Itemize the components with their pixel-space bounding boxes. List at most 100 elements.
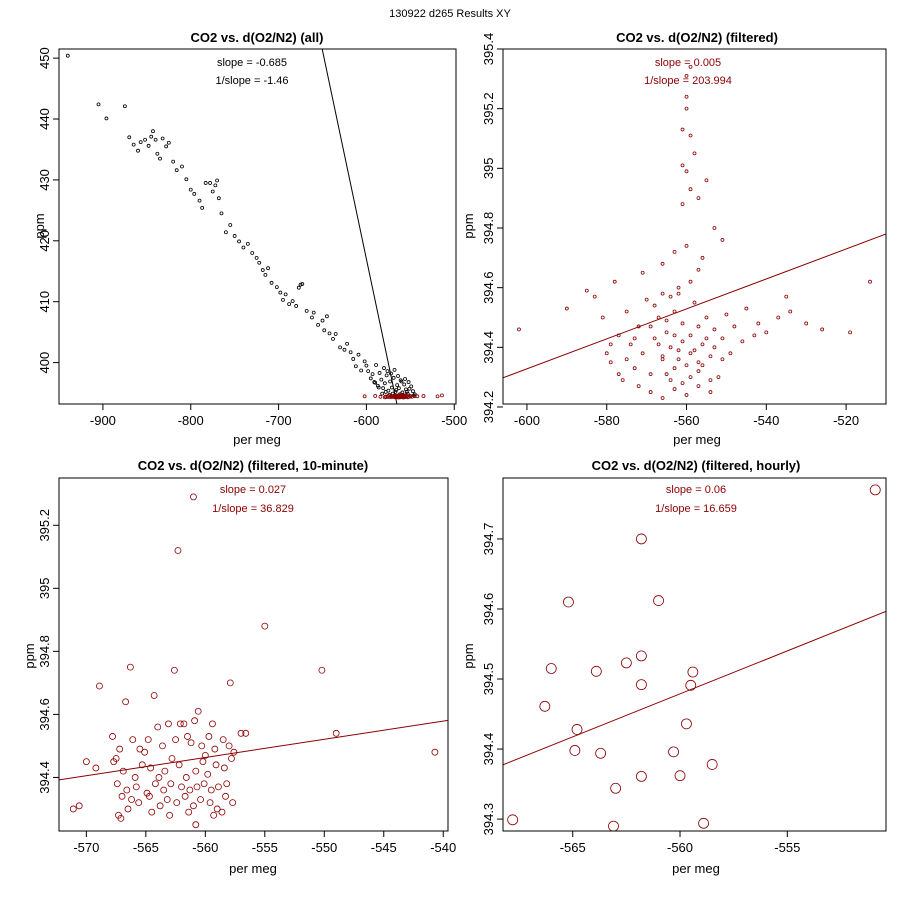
data-point-filtered-0-103 bbox=[720, 357, 725, 362]
data-point-hourly-0-0 bbox=[869, 484, 881, 496]
data-point-10-minute-0-81 bbox=[206, 799, 214, 807]
data-point-filtered-0-88 bbox=[616, 372, 621, 377]
data-point-all-0-53 bbox=[296, 285, 301, 290]
data-point-all-0-91 bbox=[393, 389, 398, 394]
data-point-all-0-58 bbox=[311, 310, 316, 315]
data-point-all-0-49 bbox=[283, 292, 288, 297]
data-point-10-minute-0-84 bbox=[229, 799, 237, 807]
data-point-filtered-0-8 bbox=[616, 333, 621, 338]
y-tick-label-10-minute-1: 394.6 bbox=[37, 698, 52, 731]
data-point-filtered-0-46 bbox=[804, 321, 809, 326]
data-point-10-minute-0-78 bbox=[181, 792, 189, 800]
data-point-hourly-0-8 bbox=[687, 666, 699, 678]
data-point-10-minute-0-4 bbox=[170, 666, 178, 674]
data-point-all-0-60 bbox=[320, 318, 325, 323]
data-point-filtered-0-38 bbox=[740, 339, 745, 344]
x-tick-label-10-minute-3: -555 bbox=[252, 840, 278, 855]
y-tick-label-filtered-4: 395 bbox=[481, 157, 496, 179]
data-point-all-0-37 bbox=[241, 245, 246, 250]
data-point-10-minute-0-9 bbox=[150, 692, 158, 699]
y-tick-label-all-3: 430 bbox=[37, 169, 52, 191]
data-point-all-0-0 bbox=[65, 53, 70, 58]
slope-label-10-minute: slope = 0.027 bbox=[220, 484, 286, 496]
data-point-filtered-0-77 bbox=[684, 73, 689, 78]
data-point-filtered-0-83 bbox=[692, 348, 697, 353]
data-point-filtered-0-68 bbox=[688, 187, 693, 192]
data-point-all-1-47 bbox=[382, 395, 387, 400]
data-point-filtered-0-59 bbox=[672, 249, 677, 254]
data-point-all-0-1 bbox=[96, 102, 101, 107]
data-point-filtered-0-93 bbox=[676, 285, 681, 290]
data-point-10-minute-0-21 bbox=[116, 745, 124, 753]
data-point-filtered-0-56 bbox=[708, 390, 713, 394]
x-tick-label-all-1: -800 bbox=[178, 413, 204, 428]
data-point-all-0-104 bbox=[385, 369, 390, 374]
data-point-filtered-0-69 bbox=[696, 196, 701, 201]
data-point-hourly-0-14 bbox=[569, 745, 581, 756]
data-point-10-minute-0-74 bbox=[146, 792, 153, 800]
data-point-10-minute-0-79 bbox=[190, 802, 197, 810]
data-point-10-minute-0-52 bbox=[199, 758, 207, 766]
data-point-filtered-0-54 bbox=[684, 393, 689, 397]
data-point-all-0-26 bbox=[203, 181, 208, 185]
inv-slope-label-hourly: 1/slope = 16.659 bbox=[655, 503, 737, 515]
data-point-10-minute-0-6 bbox=[96, 682, 103, 690]
y-tick-label-hourly-2: 394.5 bbox=[481, 663, 496, 696]
data-point-all-0-45 bbox=[269, 280, 274, 285]
data-point-10-minute-0-63 bbox=[167, 780, 175, 788]
y-tick-label-hourly-0: 394.3 bbox=[481, 803, 496, 836]
data-point-all-0-86 bbox=[384, 373, 389, 378]
data-point-10-minute-0-55 bbox=[220, 764, 228, 772]
x-tick-label-filtered-4: -520 bbox=[833, 413, 859, 428]
data-point-10-minute-0-77 bbox=[173, 799, 181, 807]
data-point-10-minute-0-25 bbox=[141, 748, 149, 756]
data-point-all-0-30 bbox=[215, 178, 220, 183]
data-point-all-0-18 bbox=[171, 159, 176, 164]
data-point-filtered-0-18 bbox=[656, 315, 661, 320]
data-point-all-0-120 bbox=[404, 389, 409, 394]
data-point-filtered-0-96 bbox=[664, 318, 669, 323]
data-point-filtered-0-10 bbox=[624, 309, 629, 314]
data-point-all-1-48 bbox=[389, 394, 393, 399]
panel-hourly: CO2 vs. d(O2/N2) (filtered, hourly) slop… bbox=[461, 458, 800, 876]
data-point-all-0-24 bbox=[197, 198, 202, 203]
data-point-hourly-0-21 bbox=[507, 814, 519, 826]
points-hourly bbox=[507, 484, 881, 831]
data-point-all-0-64 bbox=[331, 336, 335, 341]
data-point-10-minute-0-37 bbox=[211, 745, 219, 753]
data-point-10-minute-0-65 bbox=[186, 786, 194, 794]
data-point-filtered-0-14 bbox=[640, 351, 645, 356]
y-axis-label-all: ppm bbox=[32, 213, 47, 238]
data-point-filtered-0-76 bbox=[684, 106, 689, 111]
data-point-10-minute-0-26 bbox=[144, 736, 152, 743]
points-10-minute bbox=[69, 493, 439, 829]
data-point-all-0-11 bbox=[151, 129, 155, 134]
data-point-filtered-0-52 bbox=[660, 396, 665, 400]
data-point-10-minute-0-35 bbox=[201, 751, 209, 759]
data-point-all-0-39 bbox=[250, 251, 255, 255]
data-point-filtered-0-24 bbox=[680, 321, 685, 326]
data-point-10-minute-0-31 bbox=[176, 720, 184, 728]
data-point-10-minute-0-43 bbox=[131, 774, 139, 781]
data-point-filtered-0-36 bbox=[728, 351, 733, 356]
data-point-10-minute-0-2 bbox=[261, 622, 269, 630]
data-point-all-0-93 bbox=[397, 386, 401, 391]
y-tick-label-filtered-3: 394.8 bbox=[481, 212, 496, 245]
data-point-all-0-69 bbox=[348, 350, 353, 355]
data-point-hourly-0-1 bbox=[635, 533, 647, 545]
data-point-10-minute-0-94 bbox=[210, 811, 218, 819]
data-point-hourly-0-19 bbox=[674, 770, 686, 782]
x-tick-label-filtered-1: -580 bbox=[594, 413, 620, 428]
data-point-10-minute-0-90 bbox=[148, 808, 156, 816]
data-point-all-0-41 bbox=[257, 260, 262, 265]
data-point-filtered-0-97 bbox=[672, 333, 677, 338]
data-point-filtered-0-106 bbox=[680, 381, 685, 386]
y-tick-label-10-minute-2: 394.8 bbox=[37, 635, 52, 668]
x-tick-label-filtered-2: -560 bbox=[674, 413, 700, 428]
data-point-10-minute-0-72 bbox=[128, 796, 135, 803]
data-point-all-0-33 bbox=[223, 230, 228, 235]
data-point-10-minute-0-91 bbox=[166, 811, 174, 819]
data-point-10-minute-0-15 bbox=[242, 729, 250, 737]
data-point-10-minute-0-1 bbox=[174, 547, 182, 554]
